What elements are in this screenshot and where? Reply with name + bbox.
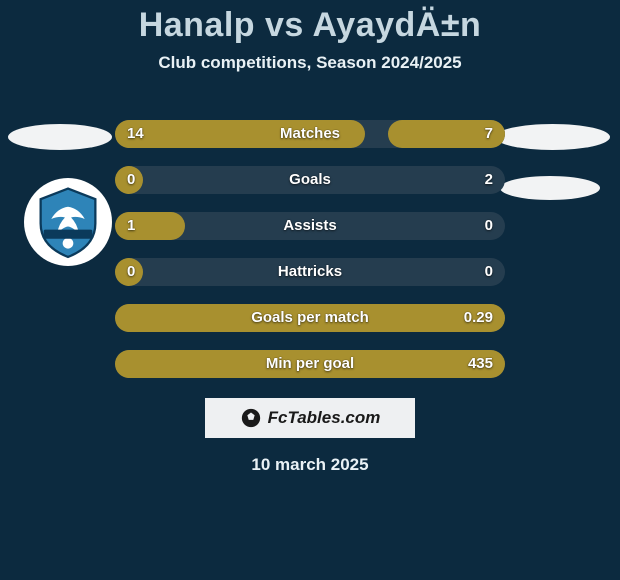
stats-comparison-panel: 147Matches 02Goals 10Assists 00Hattricks 0.2…	[115, 120, 505, 396]
stat-row: 02Goals	[115, 166, 505, 194]
stat-row: 10Assists	[115, 212, 505, 240]
stat-row: 435Min per goal	[115, 350, 505, 378]
stat-label: Hattricks	[115, 258, 505, 286]
club-shield-icon	[30, 184, 106, 260]
soccer-ball-icon	[240, 407, 262, 429]
watermark-text: FcTables.com	[268, 408, 381, 428]
stat-row: 0.29Goals per match	[115, 304, 505, 332]
generation-date: 10 march 2025	[0, 455, 620, 475]
stat-label: Matches	[115, 120, 505, 148]
page-subtitle: Club competitions, Season 2024/2025	[0, 53, 620, 73]
right-player-avatar-placeholder-2	[500, 176, 600, 200]
stat-row: 147Matches	[115, 120, 505, 148]
left-club-logo	[24, 178, 112, 266]
left-player-avatar-placeholder	[8, 124, 112, 150]
right-player-avatar-placeholder-1	[495, 124, 610, 150]
watermark-badge: FcTables.com	[205, 398, 415, 438]
stat-row: 00Hattricks	[115, 258, 505, 286]
page-title: Hanalp vs AyaydÄ±n	[0, 0, 620, 45]
stat-label: Goals	[115, 166, 505, 194]
stat-label: Assists	[115, 212, 505, 240]
stat-label: Goals per match	[115, 304, 505, 332]
stat-label: Min per goal	[115, 350, 505, 378]
